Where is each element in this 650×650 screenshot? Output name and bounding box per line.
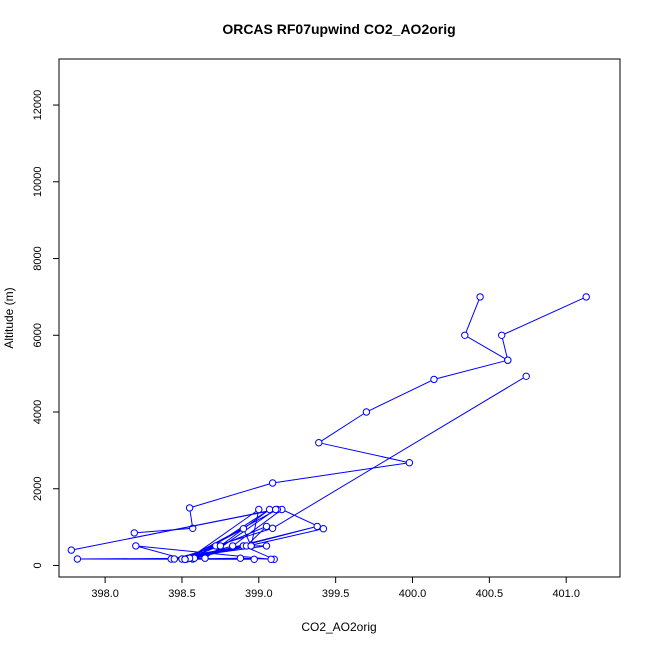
data-point [73,555,82,563]
x-tick-label: 400.5 [476,588,504,600]
data-point [405,459,414,467]
data-point [250,555,258,563]
data-point [185,504,194,512]
data-point [236,554,245,562]
y-tick-label: 4000 [32,400,44,424]
data-point [229,542,237,550]
data-point [430,375,438,384]
x-tick-label: 401.0 [552,588,580,600]
data-point [582,293,590,301]
data-point [247,542,255,550]
data-point [67,546,76,554]
data-point [313,522,321,531]
data-point [268,524,277,532]
chart-title: ORCAS RF07upwind CO2_AO2orig [222,21,455,37]
data-point [272,505,280,514]
data-point [239,525,248,533]
x-tick-label: 399.5 [322,588,350,600]
data-point [362,408,371,416]
series-line [71,375,527,560]
x-tick-label: 399.0 [245,588,273,600]
data-point [262,522,271,531]
data-point [498,331,506,339]
data-point [132,542,140,550]
data-point [130,529,139,537]
data-point [170,555,179,563]
x-tick-label: 398.0 [91,588,119,600]
y-axis-label: Altitude (m) [2,287,16,348]
x-axis-label: CO2_AO2orig [301,620,376,634]
data-point [267,555,275,563]
y-tick-label: 12000 [32,90,44,121]
plot-area [58,58,621,578]
y-tick-label: 10000 [32,166,44,197]
y-tick-label: 0 [32,562,44,568]
data-point [262,542,271,550]
x-tick-label: 398.5 [168,588,196,600]
y-tick-label: 6000 [32,323,44,347]
data-point [268,479,277,487]
series-layer [67,293,590,563]
data-point [255,505,263,514]
series-line [464,296,587,362]
data-point [181,555,189,563]
x-axis: 398.0 398.5 399.0 399.5 400.0 400.5 401.0 [91,576,580,600]
y-tick-label: 8000 [32,246,44,270]
data-point [476,293,484,301]
data-point [265,505,274,514]
data-point [461,331,469,339]
y-axis: 0 2000 4000 6000 8000 10000 12000 [32,90,60,569]
data-point [216,542,225,550]
data-point [319,525,328,533]
data-point [201,554,209,562]
y-tick-label: 2000 [32,477,44,501]
data-point [522,372,530,380]
data-point [315,439,323,447]
x-tick-label: 400.0 [399,588,427,600]
data-point [504,356,512,364]
